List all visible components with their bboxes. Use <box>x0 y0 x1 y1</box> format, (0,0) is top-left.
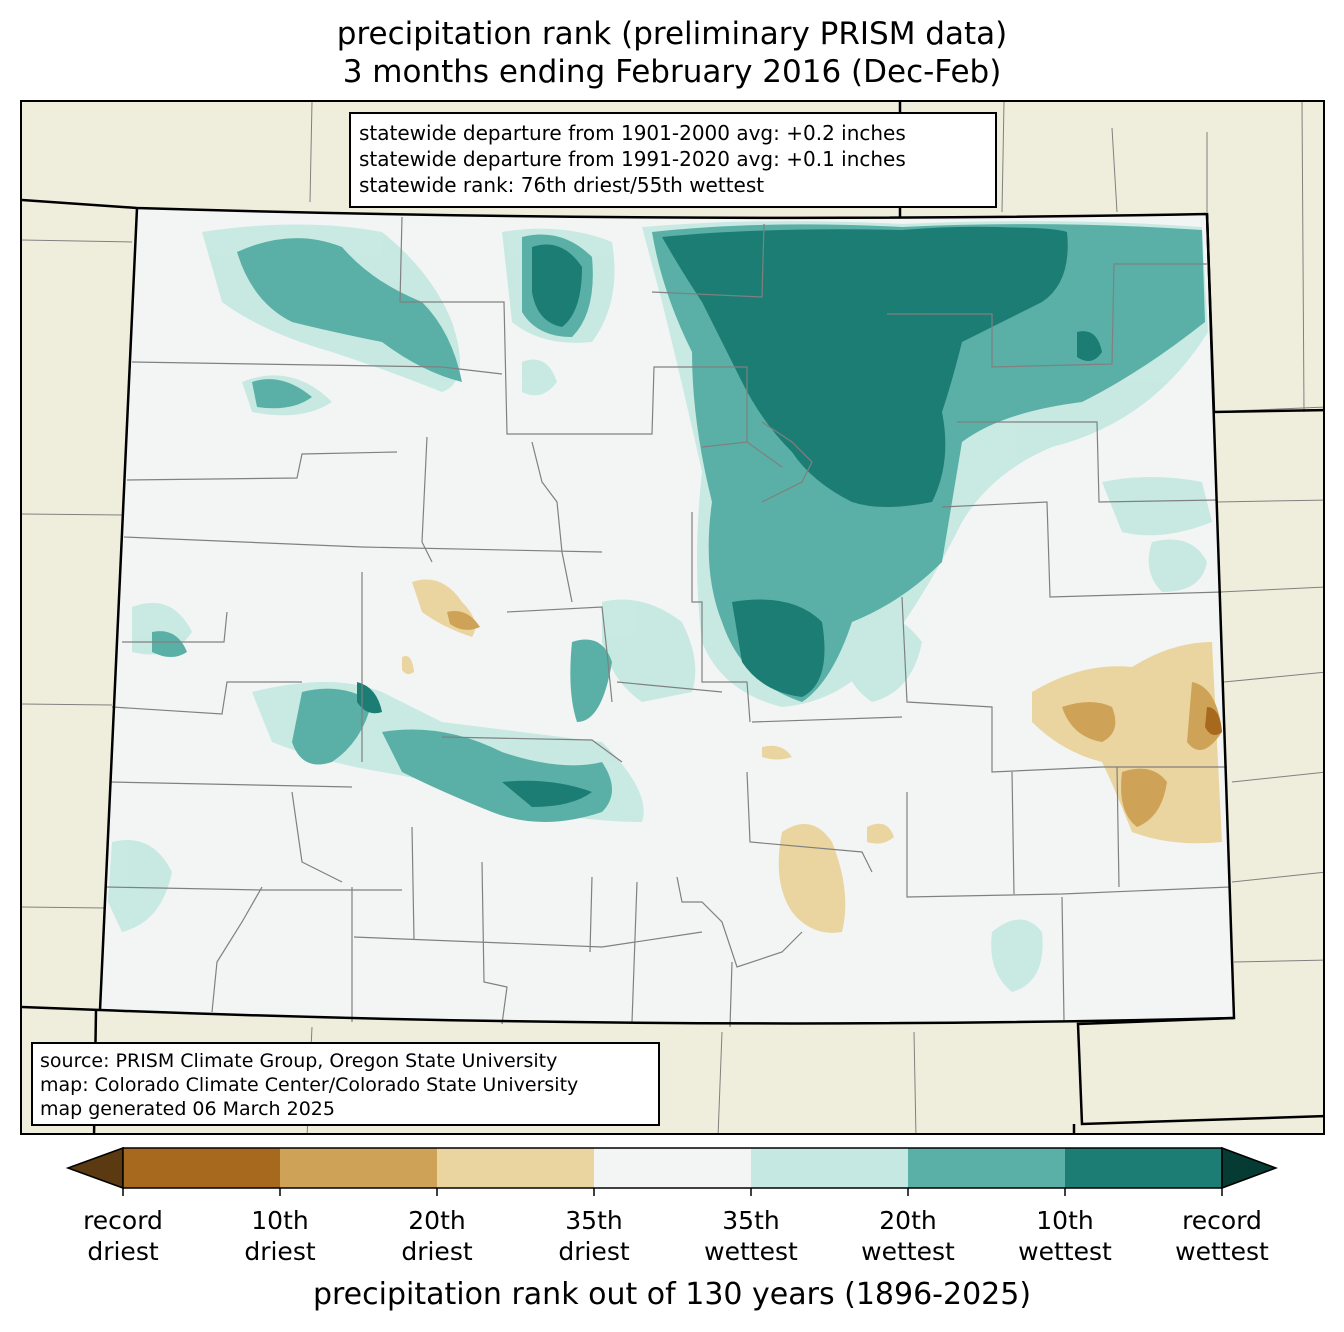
tick-label-line1: 35th <box>565 1206 623 1235</box>
colorbar-label: precipitation rank out of 130 years (189… <box>312 1277 1032 1312</box>
colorbar-tick-label-1: 10th driest <box>200 1205 360 1267</box>
colorbar-tick-label-5: 20th wettest <box>828 1205 988 1267</box>
stats-line-rank: statewide rank: 76th driest/55th wettest <box>359 173 765 197</box>
colorbar-extend-high <box>1221 1146 1278 1190</box>
tick-label-line1: record <box>1182 1206 1262 1235</box>
colorbar-bin-1 <box>280 1148 438 1188</box>
colorbar-bin-4 <box>751 1148 909 1188</box>
colorbar-tick-label-3: 35th driest <box>514 1205 674 1267</box>
tick-label-line1: 10th <box>251 1206 309 1235</box>
colorbar-tick-label-0: record driest <box>43 1205 203 1267</box>
precip-dry-medium <box>447 611 1222 827</box>
colorado-map <box>22 102 1323 1133</box>
tick-label-line2: wettest <box>861 1237 955 1266</box>
tick-label-line2: driest <box>87 1237 159 1266</box>
colorbar-tick-label-7: record wettest <box>1142 1205 1302 1267</box>
tick-label-line2: wettest <box>1175 1237 1269 1266</box>
map-frame <box>20 100 1325 1135</box>
tick-label-line1: 10th <box>1036 1206 1094 1235</box>
colorbar-ticks <box>122 1188 1223 1196</box>
precip-wet-dark <box>357 226 1102 807</box>
tick-label-line2: driest <box>401 1237 473 1266</box>
neighbor-state-lines <box>22 102 1323 1133</box>
colorbar-bin-0 <box>123 1148 281 1188</box>
tick-label-line2: wettest <box>704 1237 798 1266</box>
colorbar-tick-label-6: 10th wettest <box>985 1205 1145 1267</box>
stats-line-1901: statewide departure from 1901-2000 avg: … <box>359 121 906 145</box>
source-line-map: map: Colorado Climate Center/Colorado St… <box>40 1074 579 1096</box>
colorbar-bin-6 <box>1065 1148 1223 1188</box>
precip-dry-dark <box>1205 707 1222 736</box>
colorbar-bin-2 <box>437 1148 595 1188</box>
tick-label-line2: driest <box>558 1237 630 1266</box>
stats-line-1991: statewide departure from 1991-2020 avg: … <box>359 147 906 171</box>
tick-label-line2: wettest <box>1018 1237 1112 1266</box>
colorbar-bins <box>123 1148 1223 1188</box>
source-line-prism: source: PRISM Climate Group, Oregon Stat… <box>40 1050 558 1072</box>
map-title-line1: precipitation rank (preliminary PRISM da… <box>336 16 1008 52</box>
tick-label-line1: record <box>83 1206 163 1235</box>
colorbar-bin-3 <box>594 1148 752 1188</box>
map-title-line2: 3 months ending February 2016 (Dec-Feb) <box>342 54 1002 90</box>
colorbar-tick-label-2: 20th driest <box>357 1205 517 1267</box>
tick-label-line1: 35th <box>722 1206 780 1235</box>
tick-label-line2: driest <box>244 1237 316 1266</box>
tick-label-line1: 20th <box>408 1206 466 1235</box>
colorbar <box>66 1146 1278 1196</box>
colorbar-bin-5 <box>908 1148 1066 1188</box>
colorbar-tick-label-4: 35th wettest <box>671 1205 831 1267</box>
colorbar-extend-low <box>66 1146 124 1190</box>
source-line-generated: map generated 06 March 2025 <box>40 1098 335 1120</box>
county-lines <box>105 216 1231 1028</box>
statewide-stats-box: statewide departure from 1901-2000 avg: … <box>349 112 997 208</box>
colorbar-outline <box>122 1147 1223 1189</box>
tick-label-line1: 20th <box>879 1206 937 1235</box>
precip-dry-light <box>402 579 1222 933</box>
source-box: source: PRISM Climate Group, Oregon Stat… <box>31 1042 660 1126</box>
